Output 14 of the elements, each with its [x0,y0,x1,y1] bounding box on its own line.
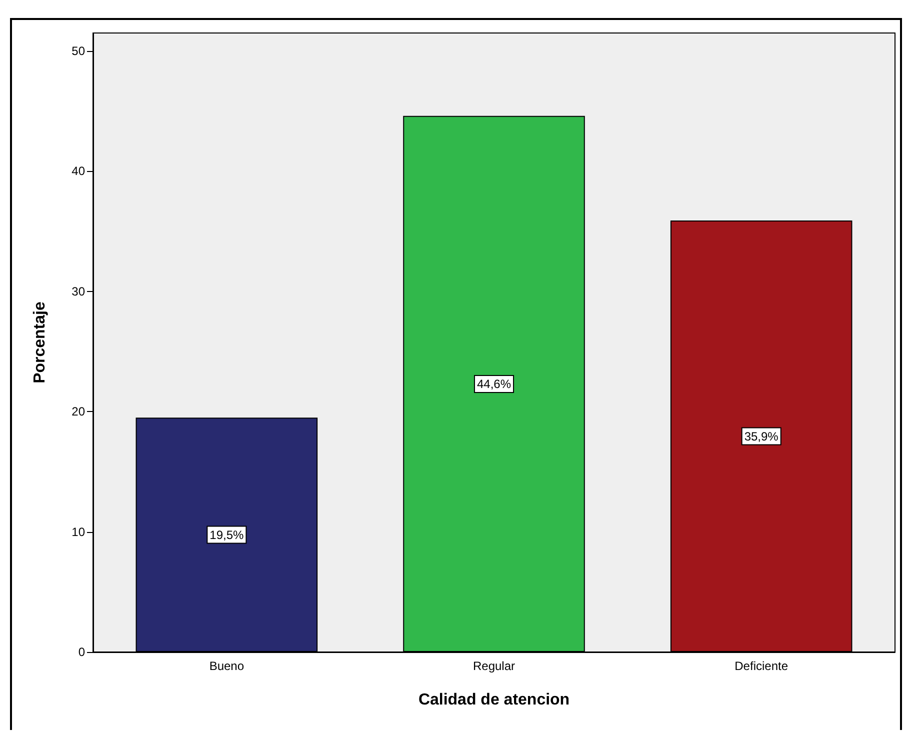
data-label: 19,5% [210,528,244,542]
y-tick-label: 50 [72,44,86,58]
y-axis-title: Porcentaje [32,301,48,384]
x-tick-label: Regular [472,659,516,673]
data-label: 44,6% [476,376,512,391]
y-tick-label: 0 [78,645,86,659]
data-label: 35,9% [744,429,779,444]
x-tick-label: Bueno [209,659,244,673]
x-axis-title: Calidad de atencion [418,692,570,708]
y-tick-label: 40 [72,164,86,178]
y-tick-label: 20 [72,404,86,419]
x-tick-label: Deficiente [734,659,788,673]
y-tick-label: 30 [72,284,86,298]
y-tick-label: 10 [72,524,86,539]
